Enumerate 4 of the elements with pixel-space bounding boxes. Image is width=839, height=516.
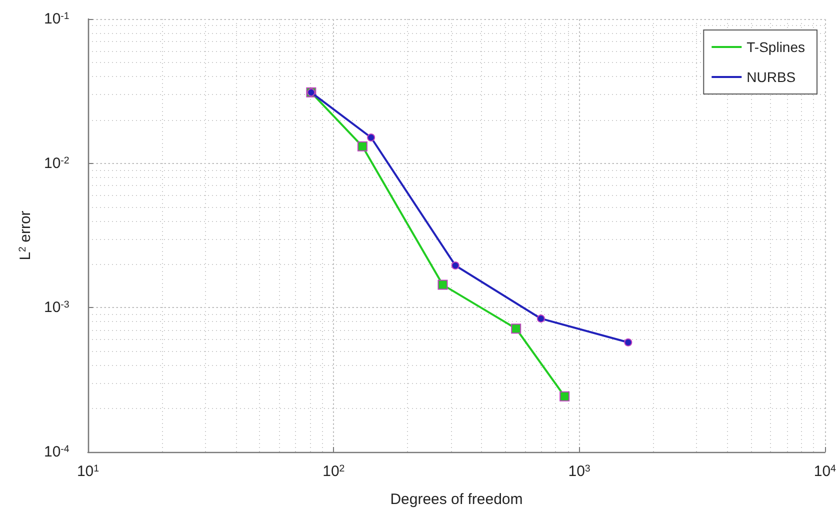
legend-label: T-Splines (746, 39, 805, 55)
x-axis-title: Degrees of freedom (390, 491, 523, 508)
y-axis-title: L2 error (17, 210, 34, 260)
legend-label: NURBS (746, 69, 796, 85)
